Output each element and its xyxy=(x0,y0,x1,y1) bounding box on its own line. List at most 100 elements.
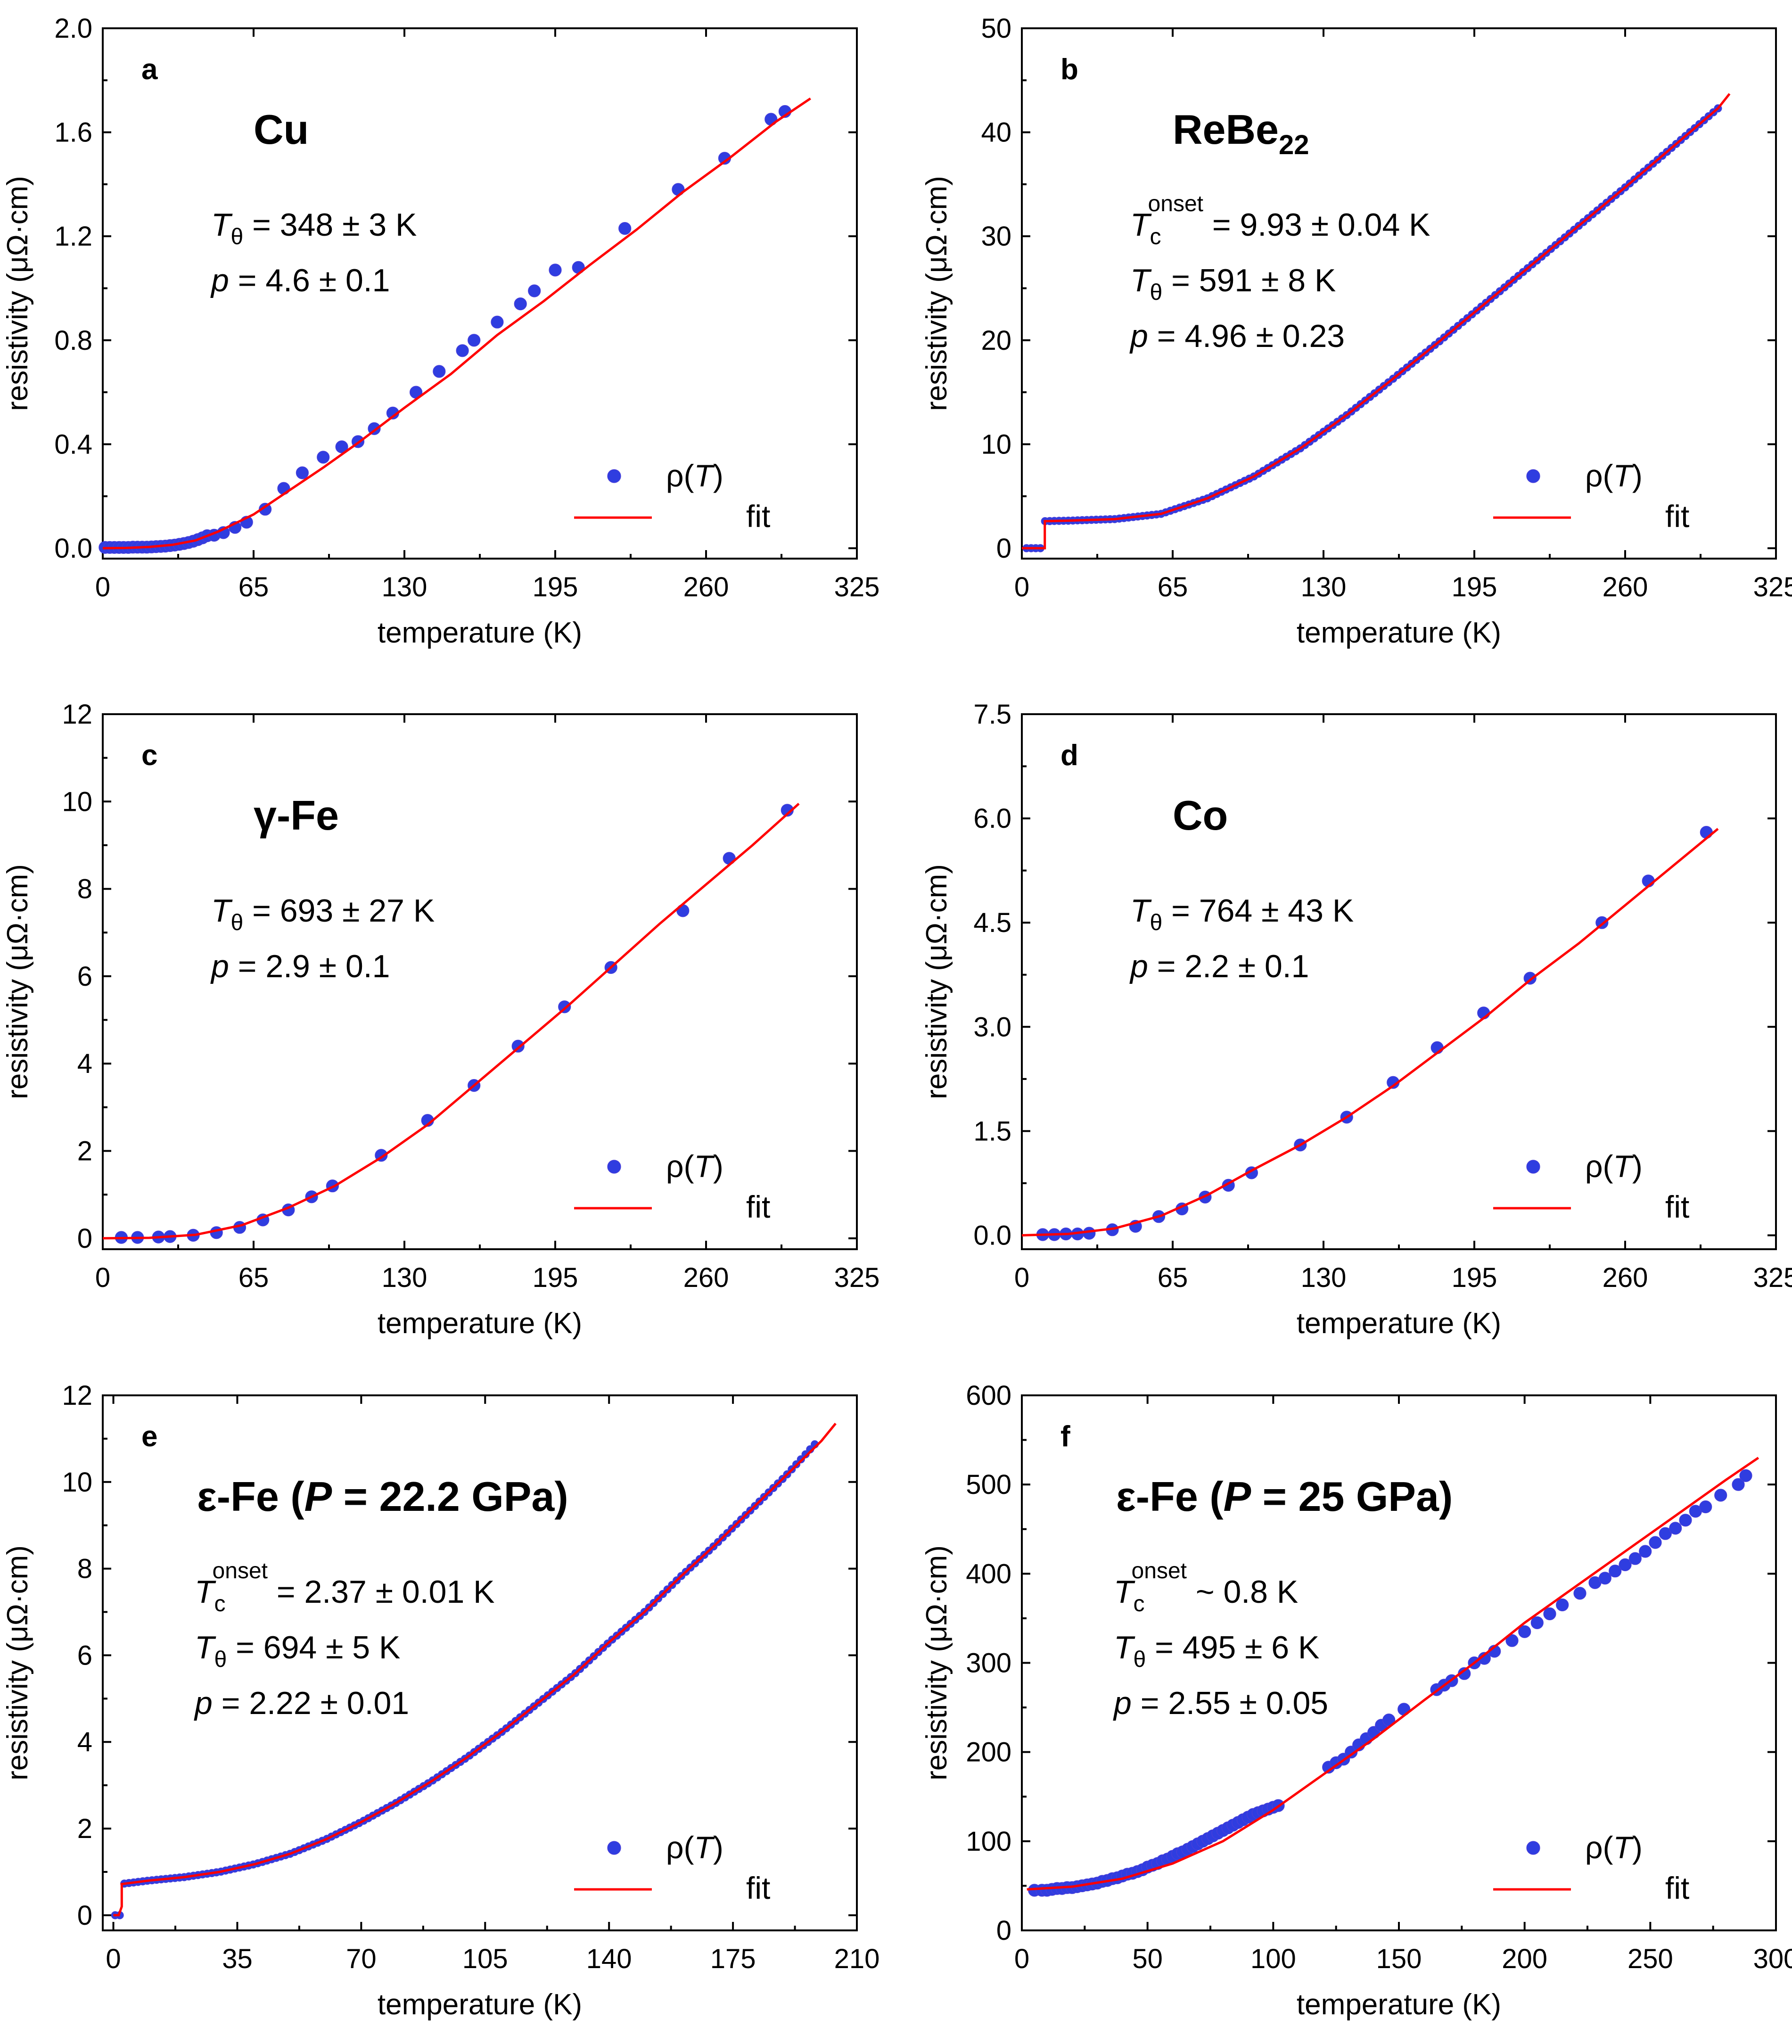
panel-c-y-tick-label: 6 xyxy=(77,961,92,992)
panel-c-y-tick-label: 12 xyxy=(62,699,92,730)
panel-b-letter: b xyxy=(1060,53,1078,86)
panel-b-y-tick-label: 10 xyxy=(981,429,1011,460)
panel-f-annotation: Tθ = 495 ± 6 K xyxy=(1114,1630,1319,1672)
panel-f-x-tick-label: 150 xyxy=(1376,1944,1422,1974)
panel-f-y-tick-label: 300 xyxy=(966,1648,1011,1679)
panel-f-x-tick-label: 100 xyxy=(1250,1944,1296,1974)
panel-a-fit-line xyxy=(102,97,811,550)
panel-a-x-tick-label: 0 xyxy=(95,572,110,602)
panel-a-annotation: p = 4.6 ± 0.1 xyxy=(210,263,390,298)
panel-b-fit-line xyxy=(1022,93,1731,550)
panel-e-y-tick-label: 0 xyxy=(77,1900,92,1931)
panel-b-x-tick-label: 65 xyxy=(1158,572,1188,602)
panel-f-data-point xyxy=(1543,1607,1556,1621)
panel-c-annotation: p = 2.9 ± 0.1 xyxy=(210,948,390,984)
panel-b-y-axis-label: resistivity (μΩ·cm) xyxy=(921,176,953,411)
panel-f-x-tick-label: 250 xyxy=(1628,1944,1673,1974)
panel-e-legend-point-marker xyxy=(607,1841,621,1855)
panel-a-x-tick-label: 260 xyxy=(683,572,729,602)
panel-d-legend-points-label: ρ(T) xyxy=(1585,1149,1643,1184)
panel-a-x-tick-label: 65 xyxy=(238,572,269,602)
panel-d-x-tick-label: 0 xyxy=(1014,1262,1029,1293)
panel-e-y-tick-label: 6 xyxy=(77,1640,92,1671)
panel-f-data-point xyxy=(1732,1478,1745,1491)
panel-a-x-axis-label: temperature (K) xyxy=(378,617,582,649)
panel-e-y-tick-label: 2 xyxy=(77,1813,92,1844)
panel-d-y-tick-label: 7.5 xyxy=(973,699,1011,730)
panel-f-data-point xyxy=(1659,1527,1672,1540)
panel-b-x-tick-label: 325 xyxy=(1753,572,1792,602)
panel-a-data-point xyxy=(335,440,348,453)
panel-b-annotation: Tθ = 591 ± 8 K xyxy=(1130,263,1336,305)
panel-a-y-tick-label: 0.0 xyxy=(54,533,92,564)
panel-f-data-point xyxy=(1649,1536,1662,1549)
panel-d-data-point xyxy=(1700,825,1713,839)
panel-d-y-tick-label: 4.5 xyxy=(973,907,1011,938)
panel-a-data-point xyxy=(618,222,632,235)
panel-d-x-tick-label: 65 xyxy=(1158,1262,1188,1293)
panel-e-x-tick-label: 70 xyxy=(346,1944,377,1974)
panel-d-fit-line xyxy=(1021,828,1719,1236)
panel-b-y-tick-label: 0 xyxy=(996,533,1011,564)
panel-e-y-tick-label: 4 xyxy=(77,1727,92,1757)
panel-a-data-point xyxy=(549,264,562,277)
panel-a-data-point xyxy=(528,284,541,297)
panel-e-x-axis-label: temperature (K) xyxy=(378,1988,582,2021)
panel-c-title: γ-Fe xyxy=(254,792,339,839)
panel-c-y-tick-label: 4 xyxy=(77,1048,92,1079)
panel-a-data-point xyxy=(258,503,272,516)
panel-a-annotation: Tθ = 348 ± 3 K xyxy=(211,207,417,249)
panel-c-x-tick-label: 195 xyxy=(533,1262,578,1293)
panel-e-annotation: Tconset = 2.37 ± 0.01 K xyxy=(195,1558,495,1616)
panel-f-legend-point-marker xyxy=(1526,1841,1540,1855)
panel-c-annotation: Tθ = 693 ± 27 K xyxy=(211,893,435,935)
panel-d-annotation: Tθ = 764 ± 43 K xyxy=(1130,893,1354,935)
panel-f-letter: f xyxy=(1060,1420,1070,1453)
panel-c-letter: c xyxy=(141,739,157,772)
panel-f-data-point xyxy=(1530,1616,1544,1629)
panel-c-y-tick-label: 8 xyxy=(77,874,92,905)
panel-a-letter: a xyxy=(141,53,158,86)
panel-e-epsilon-fe-22-2-gpa: 0 35 70 105 140 175 210 0 2 4 6 8 10 12 temperature (K… xyxy=(1,1380,880,2021)
panel-f-y-tick-label: 200 xyxy=(966,1737,1011,1768)
panel-e-y-tick-label: 8 xyxy=(77,1554,92,1584)
panel-e-y-axis-label: resistivity (μΩ·cm) xyxy=(1,1545,34,1780)
panel-a-data-point xyxy=(514,297,527,311)
panel-e-letter: e xyxy=(141,1420,157,1453)
panel-e-y-tick-label: 12 xyxy=(62,1380,92,1411)
panel-c-y-tick-label: 10 xyxy=(62,786,92,817)
panel-a-data-point xyxy=(491,315,504,329)
panel-e-x-tick-label: 35 xyxy=(222,1944,253,1974)
panel-d-co: 0 65 130 195 260 325 0.0 1.5 3.0 4.5 6.0 7.5 tempera… xyxy=(921,699,1792,1340)
panel-f-data-point xyxy=(1714,1489,1727,1502)
panel-b-y-tick-label: 50 xyxy=(981,13,1011,44)
panel-b-legend-points-label: ρ(T) xyxy=(1585,458,1643,493)
panel-f-x-tick-label: 0 xyxy=(1014,1944,1029,1974)
panel-a-cu: 0 65 130 195 260 325 0.0 0.4 0.8 1.2 1.6 2.0 tempera… xyxy=(1,13,880,649)
panel-a-data-point xyxy=(317,451,330,464)
panel-b-y-tick-label: 30 xyxy=(981,221,1011,252)
panel-f-data-point xyxy=(1598,1572,1611,1585)
panel-e-x-tick-label: 140 xyxy=(586,1944,632,1974)
panel-e-legend-fit-label: fit xyxy=(746,1871,770,1905)
panel-f-data-point xyxy=(1699,1500,1712,1514)
panel-f-data-point xyxy=(1739,1469,1752,1482)
panel-b-legend-fit-label: fit xyxy=(1665,499,1689,534)
panel-f-x-tick-label: 200 xyxy=(1502,1944,1547,1974)
panel-d-y-axis-label: resistivity (μΩ·cm) xyxy=(921,864,953,1099)
panel-d-legend-fit-label: fit xyxy=(1665,1189,1689,1224)
panel-d-x-axis-label: temperature (K) xyxy=(1297,1307,1501,1340)
panel-c-data-point xyxy=(210,1226,223,1239)
panel-f-data-point xyxy=(1556,1598,1569,1612)
panel-a-y-tick-label: 2.0 xyxy=(54,13,92,44)
panel-f-data-points xyxy=(1028,1469,1752,1897)
panel-a-y-tick-label: 0.8 xyxy=(54,325,92,356)
panel-d-x-tick-label: 260 xyxy=(1603,1262,1648,1293)
panel-d-x-tick-label: 325 xyxy=(1753,1262,1792,1293)
panel-b-x-axis-label: temperature (K) xyxy=(1297,617,1501,649)
panel-a-data-point xyxy=(433,365,446,378)
panel-a-title: Cu xyxy=(254,106,309,153)
panel-b-annotation: Tconset = 9.93 ± 0.04 K xyxy=(1130,191,1430,249)
panel-f-y-tick-label: 400 xyxy=(966,1558,1011,1589)
